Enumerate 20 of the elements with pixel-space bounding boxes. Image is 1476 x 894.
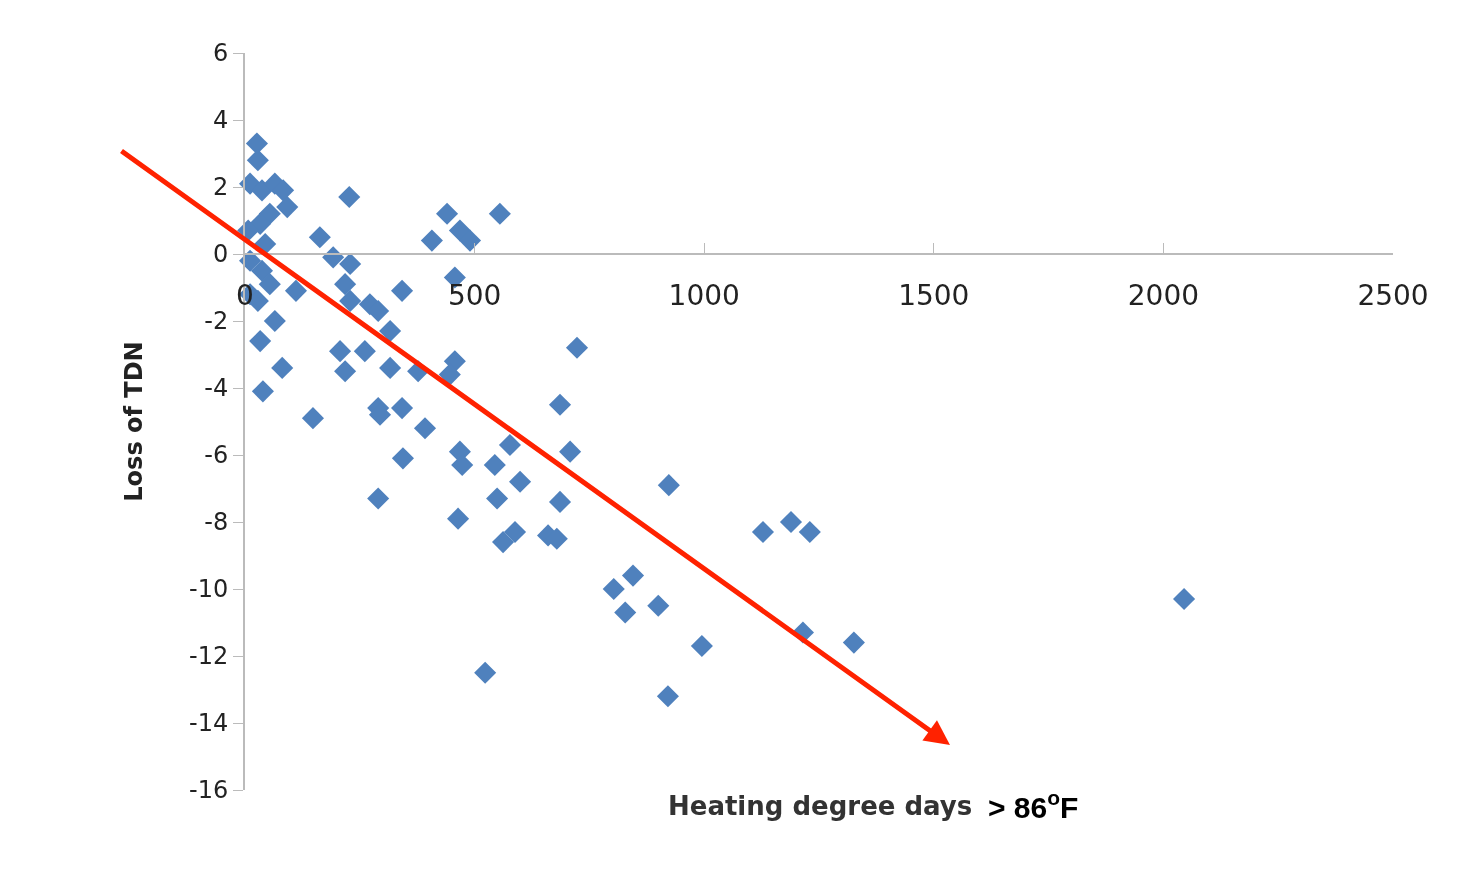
y-tick-label: -14 bbox=[189, 709, 229, 738]
y-axis-title: Loss of TDN bbox=[119, 341, 148, 502]
y-tick-label: 2 bbox=[212, 173, 229, 202]
y-tick-label: 6 bbox=[212, 39, 229, 68]
x-tick-label: 2500 bbox=[1357, 278, 1429, 312]
y-tick-label: 4 bbox=[212, 106, 229, 135]
x-tick-label: 1000 bbox=[668, 278, 740, 312]
y-tick-label: -6 bbox=[204, 441, 229, 470]
y-tick-label: -8 bbox=[204, 508, 229, 537]
y-tick-label: -12 bbox=[189, 642, 229, 671]
x-tick-label: 1500 bbox=[898, 278, 970, 312]
y-tick-label: -4 bbox=[204, 374, 229, 403]
x-axis-title: Heating degree days bbox=[668, 791, 973, 821]
y-tick-label: -2 bbox=[204, 307, 229, 336]
y-tick-label: -16 bbox=[189, 776, 229, 805]
x-tick-label: 500 bbox=[447, 278, 502, 312]
annotation: > 86$^{o}$F bbox=[988, 786, 1079, 824]
y-tick-label: -10 bbox=[189, 575, 229, 604]
y-tick-label: 0 bbox=[212, 240, 229, 269]
x-tick-label: 2000 bbox=[1127, 278, 1200, 312]
